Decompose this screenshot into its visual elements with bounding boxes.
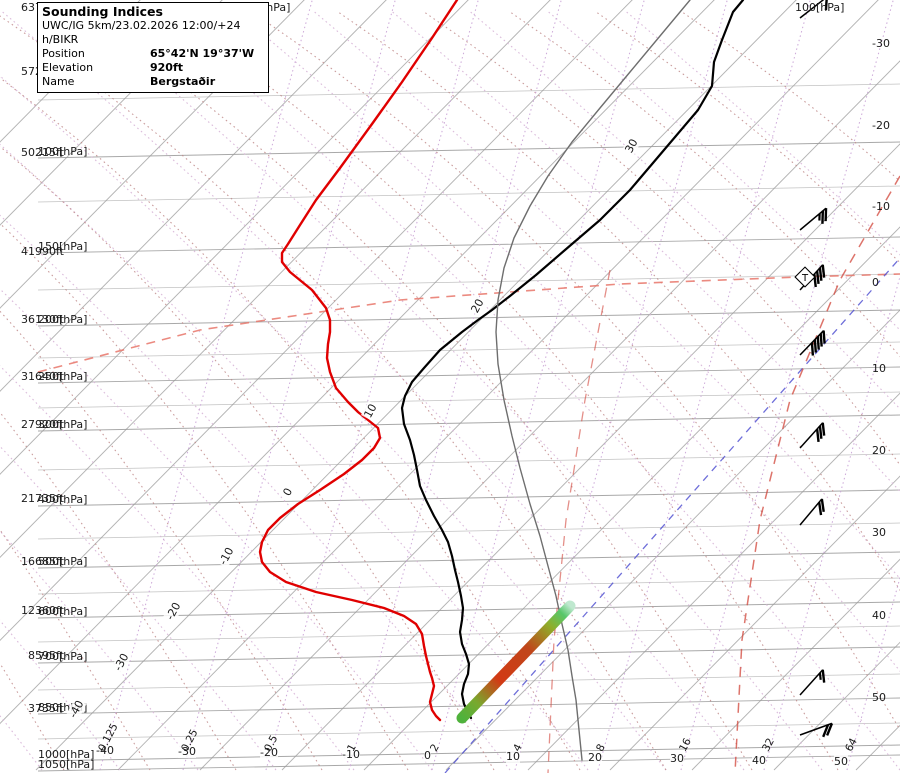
altitude-label: 16685ft [21,555,64,568]
wind-barb [799,422,826,449]
elevation-label: Elevation [42,61,94,74]
name-label: Name [42,75,75,88]
isobar-lines [37,83,900,772]
altitude-label: 8595ft [28,649,64,662]
pressure-label: 150[hPa] [38,240,88,253]
bottom-temperature-label: -30 [178,745,196,759]
right-temperature-label: 20 [872,444,886,457]
pressure-label: 200[hPa] [38,313,88,326]
curve-parcel-path [495,0,691,761]
panel-title: Sounding Indices [42,4,163,19]
bottom-temperature-label: 40 [752,753,766,767]
wind-barb [799,330,826,356]
pressure-label: 500[hPa] [38,555,88,568]
bottom-temperature-label: -10 [342,747,360,761]
name-value: Bergstaðir [150,75,216,88]
dry-adiabat-lines [0,11,900,771]
right-temperature-label: 30 [872,526,886,539]
freezing-level-marker: T [794,266,816,288]
pressure-label: 100[hPa] [38,145,88,158]
bottom-temperature-label: -20 [260,746,278,760]
sounding-indices-panel: Sounding Indices UWC/IG 5km/23.02.2026 1… [37,2,269,93]
pressure-label: 700[hPa] [38,650,88,663]
pressure-label: 1000[hPa] [38,748,95,761]
altitude-label: 31640ft [21,370,64,383]
position-value: 65°42'N 19°37'W [150,47,255,60]
panel-row-position: Position 65°42'N 19°37'W [42,47,265,61]
altitude-label: 50215ft [21,146,64,159]
right-temperature-label: 10 [872,362,886,375]
pressure-label: 300[hPa] [38,418,88,431]
right-temperature-label: 40 [872,609,886,622]
wind-barb [799,0,828,19]
wind-barb [799,207,828,231]
altitude-label: 36130ft [21,313,64,326]
right-temperature-label: 0 [872,276,879,289]
sounding-curves [258,0,745,761]
altitude-label: 21735ft [21,492,64,505]
wind-barb [799,669,826,696]
bottom-temperature-label: 10 [506,750,520,763]
moist-adiabat-lines [0,11,900,771]
bottom-temperature-label: 50 [834,754,848,768]
panel-subtitle: UWC/IG 5km/23.02.2026 12:00/+24 h/BIKR [42,19,241,46]
pressure-label: 1050[hPa] [38,758,95,771]
elevation-value: 920ft [150,61,184,74]
mixed-layer-indicator [456,600,576,724]
bottom-temperature-label: -40 [96,744,114,757]
right-temperature-label: -10 [872,200,890,213]
right-temperature-label: -30 [872,37,890,50]
right-temperature-label: 50 [872,691,886,704]
altitude-label: 3735ft [28,702,64,715]
panel-row-elevation: Elevation 920ft [42,61,265,75]
svg-text:T: T [801,273,809,284]
pressure-label: 400[hPa] [38,493,88,506]
panel-row-name: Name Bergstaðir [42,75,265,89]
wind-barb-column [799,0,834,738]
level-markers: T [794,266,816,288]
wind-barb [799,498,825,526]
curve-temperature [400,0,745,720]
position-label: Position [42,47,85,60]
pressure-label-hidden: [hPa] [262,1,291,14]
altitude-label: 41990ft [21,245,64,258]
mixed-layer-bar [456,600,576,724]
curve-dewpoint [258,0,459,722]
right-temperature-label: -20 [872,119,890,132]
pressure-label-top: 100[hPa] [795,1,845,14]
pressure-label: 600[hPa] [38,605,88,618]
bottom-temperature-label: 0 [424,748,431,762]
bottom-temperature-label: 20 [588,751,602,765]
pressure-label: 250[hPa] [38,370,88,383]
bottom-temperature-label: 30 [670,752,684,766]
altitude-label: 27920ft [21,418,64,431]
wind-barb [799,722,834,738]
altitude-label: 12360ft [21,604,64,617]
